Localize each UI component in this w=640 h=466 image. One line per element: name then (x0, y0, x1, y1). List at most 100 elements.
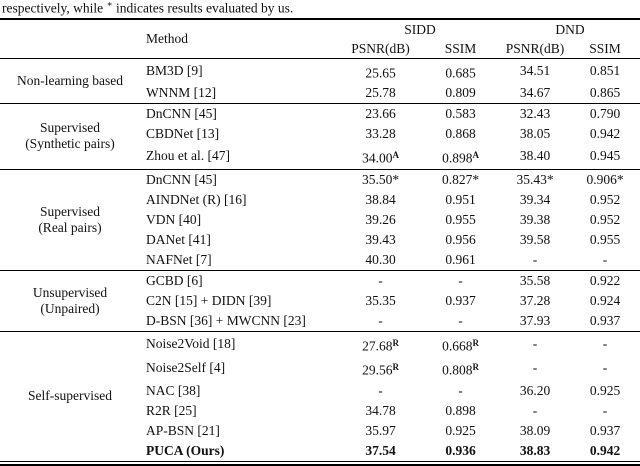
dnd-ssim-cell: 0.865 (589, 85, 621, 100)
sidd-psnr-cell: 38.84 (365, 191, 396, 207)
table-row: D-BSN [36] + MWCNN [23] - - 37.93 0.937 (0, 311, 640, 332)
method-cell: WNNM [12] (146, 85, 217, 100)
group-label-line1: Supervised (40, 120, 100, 136)
group-label-line2: (Synthetic pairs) (25, 136, 115, 152)
table-row: Supervised (Real pairs) DnCNN [45] 35.50*… (0, 169, 640, 235)
sidd-ssim-cell: 0.685 (445, 65, 476, 80)
dnd-ssim-cell: 0.790 (589, 106, 621, 121)
group-label-line1: Unsupervised (32, 284, 108, 300)
dnd-psnr-cell: 36.20 (519, 382, 551, 398)
table-bottom-rule (0, 463, 640, 466)
method-cell: VDN [40] (146, 211, 202, 227)
sidd-psnr-cell: 25.78 (365, 85, 396, 100)
sidd-header: SIDD (404, 21, 436, 37)
group-label: Supervised (Synthetic pairs) (0, 104, 140, 170)
method-cell: AINDNet (R) [16] (146, 191, 247, 207)
asterisk-symbol: ∗ (106, 0, 113, 9)
dnd-ssim-cell: - (602, 251, 608, 267)
table-row: VDN [40] 39.26 0.955 39.38 0.952 (0, 210, 640, 230)
sidd-psnr-cell: 34.78 (365, 402, 396, 418)
dnd-ssim-cell: 0.937 (589, 422, 621, 438)
sidd-ssim-cell: - (458, 312, 463, 328)
dnd-psnr-cell: 39.58 (519, 231, 551, 247)
sidd-psnr-header: PSNR(dB) (351, 40, 410, 56)
group-label: Non-learning based (0, 58, 140, 104)
sidd-psnr-cell: 29.56R (362, 362, 399, 378)
sidd-ssim-cell: 0.951 (445, 191, 476, 207)
group-label: Supervised (Real pairs) (0, 169, 140, 270)
dnd-psnr-cell: - (532, 360, 538, 376)
method-cell: R2R [25] (146, 402, 197, 418)
group-self-supervised: Self-supervised Noise2Void [18] 27.68R 0… (0, 331, 640, 461)
group-unsupervised: Unsupervised (Unpaired) GCBD [6] - - 35.5… (0, 270, 640, 331)
group-label-line2: (Unpaired) (40, 300, 100, 316)
dnd-ssim-cell: - (602, 402, 608, 418)
group-header-empty (0, 19, 140, 59)
dnd-ssim-cell: 0.922 (589, 272, 621, 288)
dnd-psnr-cell: 38.83 (519, 442, 551, 458)
sidd-ssim-cell: 0.808R (442, 362, 479, 378)
table-row: Non-learning based BM3D [9] 25.65 0.685 … (0, 58, 640, 88)
table-row: Noise2Self [4] 29.56R 0.808R - - (0, 356, 640, 381)
table-row: Zhou et al. [47] 34.00A 0.898A 38.40 0.9… (0, 144, 640, 169)
table-row: DANet [41] 39.43 0.956 39.58 0.955 (0, 230, 640, 250)
method-cell: BM3D [9] (146, 62, 203, 78)
dnd-psnr-cell: 38.05 (519, 126, 551, 141)
sidd-ssim-cell: 0.898 (445, 402, 476, 418)
sidd-psnr-cell: 39.26 (365, 211, 396, 227)
sidd-ssim-cell: 0.936 (445, 442, 476, 458)
group-label-line1: Self-supervised (28, 388, 112, 403)
method-cell: DnCNN [45] (146, 106, 217, 121)
sidd-psnr-cell: 37.54 (365, 442, 396, 458)
group-label-line1: Supervised (40, 203, 100, 219)
dnd-ssim-cell: 0.924 (589, 292, 621, 308)
group-supervised-synthetic: Supervised (Synthetic pairs) DnCNN [45] 2… (0, 103, 640, 170)
sidd-psnr-cell: 39.43 (365, 231, 396, 247)
dnd-psnr-cell: 39.38 (519, 211, 551, 227)
method-cell: PUCA (Ours) (146, 442, 225, 458)
table-row: CBDNet [13] 33.28 0.868 38.05 0.942 (0, 124, 640, 144)
sidd-ssim-cell: 0.668R (442, 337, 479, 354)
dnd-ssim-cell: 0.942 (589, 126, 621, 141)
sidd-psnr-cell: - (378, 382, 383, 398)
sidd-ssim-header: SSIM (444, 40, 477, 56)
sidd-psnr-cell: 25.65 (365, 65, 396, 80)
dnd-psnr-cell: - (532, 251, 538, 267)
caption-post: indicates results evaluated by us. (115, 0, 294, 16)
table-row: NAC [38] - - 36.20 0.925 (0, 381, 640, 401)
sidd-psnr-cell: 35.50* (361, 171, 400, 187)
dnd-psnr-cell: 32.43 (519, 106, 551, 121)
sidd-psnr-cell: 23.66 (365, 106, 396, 121)
table-row: Unsupervised (Unpaired) GCBD [6] - - 35.5… (0, 270, 640, 316)
group-label: Unsupervised (Unpaired) (0, 270, 140, 331)
dnd-ssim-cell: 0.851 (589, 62, 621, 78)
group-label: Self-supervised (0, 331, 140, 461)
sidd-psnr-cell: - (378, 272, 383, 288)
group-label-line1: Non-learning based (16, 72, 124, 88)
table-row: Supervised (Synthetic pairs) DnCNN [45] 2… (0, 104, 640, 151)
table-row: Self-supervised Noise2Void [18] 27.68R 0… (0, 331, 640, 403)
dnd-ssim-cell: - (602, 360, 608, 376)
sidd-psnr-cell: 40.30 (365, 251, 396, 267)
dnd-ssim-cell: 0.925 (589, 382, 621, 398)
sidd-psnr-cell: - (378, 312, 383, 328)
sidd-ssim-cell: 0.827* (441, 171, 480, 187)
sidd-ssim-cell: 0.898A (442, 150, 479, 166)
sidd-ssim-cell: - (458, 382, 463, 398)
dnd-psnr-cell: 34.51 (519, 62, 551, 78)
dnd-psnr-cell: 38.09 (519, 422, 551, 438)
dnd-psnr-cell: 34.67 (519, 85, 551, 100)
dnd-psnr-cell: 35.43* (516, 171, 554, 187)
method-cell: C2N [15] + DIDN [39] (146, 292, 272, 308)
method-cell: D-BSN [36] + MWCNN [23] (146, 312, 306, 328)
dnd-psnr-cell: - (532, 402, 538, 418)
dnd-ssim-cell: - (602, 335, 608, 351)
table-row: AINDNet (R) [16] 38.84 0.951 39.34 0.952 (0, 190, 640, 210)
method-header: Method (146, 31, 188, 46)
dnd-ssim-cell: 0.952 (589, 211, 621, 227)
sidd-ssim-cell: 0.937 (445, 292, 476, 308)
method-cell: AP-BSN [21] (146, 422, 220, 438)
dnd-ssim-cell: 0.952 (589, 191, 621, 207)
dnd-header: DND (555, 21, 585, 37)
caption-pre: respectively, while (2, 0, 104, 16)
